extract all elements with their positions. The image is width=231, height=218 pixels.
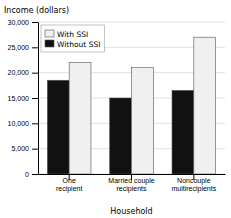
x-axis: Onerecipient Married couplerecipients Nonc… [39,174,226,193]
legend-item: With SSI [45,30,88,39]
legend: With SSIWithout SSI [41,25,104,52]
tick-mark [32,98,38,99]
axis-line [38,23,39,175]
tick: 10,000 [8,120,38,127]
bar [47,80,69,174]
bar-series [69,37,215,174]
tick-label: 25,000 [8,44,30,51]
tick-label: 5,000 [11,145,29,152]
tick: 30,000 [8,19,38,26]
tick-mark [32,149,38,150]
tick: 25,000 [8,44,38,51]
tick-label: 30,000 [8,19,30,26]
tick-mark [32,174,38,175]
tick: 15,000 [8,95,38,102]
tick: Noncouplemultirecipients [171,174,216,193]
y-axis: 0 5,000 10,000 15,000 20,000 25,000 30,000 [8,19,39,178]
y-axis-title: Income (dollars) [4,6,69,15]
tick-label: Onerecipient [56,177,83,193]
chart: 0 5,000 10,000 15,000 20,000 25,000 30,000 Oner… [0,0,231,218]
tick-mark [32,123,38,124]
bar [69,63,91,174]
tick: 20,000 [8,69,38,76]
tick: 0 [25,171,38,178]
tick-label: 0 [25,171,29,178]
tick-mark [32,47,38,48]
tick: 5,000 [11,145,38,152]
tick-label: 10,000 [8,120,30,127]
tick-mark [32,22,38,23]
bar [194,37,216,174]
tick-label: Married couplerecipients [108,177,154,193]
grid [38,22,225,174]
legend-box [41,25,104,52]
tick-mark [32,73,38,74]
legend-swatch [45,30,54,37]
tick-label: 15,000 [8,95,30,102]
bar [110,98,132,174]
legend-label: With SSI [57,30,88,39]
grid-line [38,22,225,23]
legend-label: Without SSI [57,40,100,49]
legend-swatch [45,40,54,47]
bars [47,37,215,174]
plot: 0 5,000 10,000 15,000 20,000 25,000 30,000 Oner… [8,19,226,193]
tick: Married couplerecipients [108,174,154,193]
tick: Onerecipient [56,174,83,193]
tick-label: 20,000 [8,69,30,76]
bar [172,90,194,174]
x-axis-title: Household [110,207,152,216]
tick-label: Noncouplemultirecipients [171,177,216,193]
legend-item: Without SSI [45,40,100,49]
bar [132,68,154,174]
